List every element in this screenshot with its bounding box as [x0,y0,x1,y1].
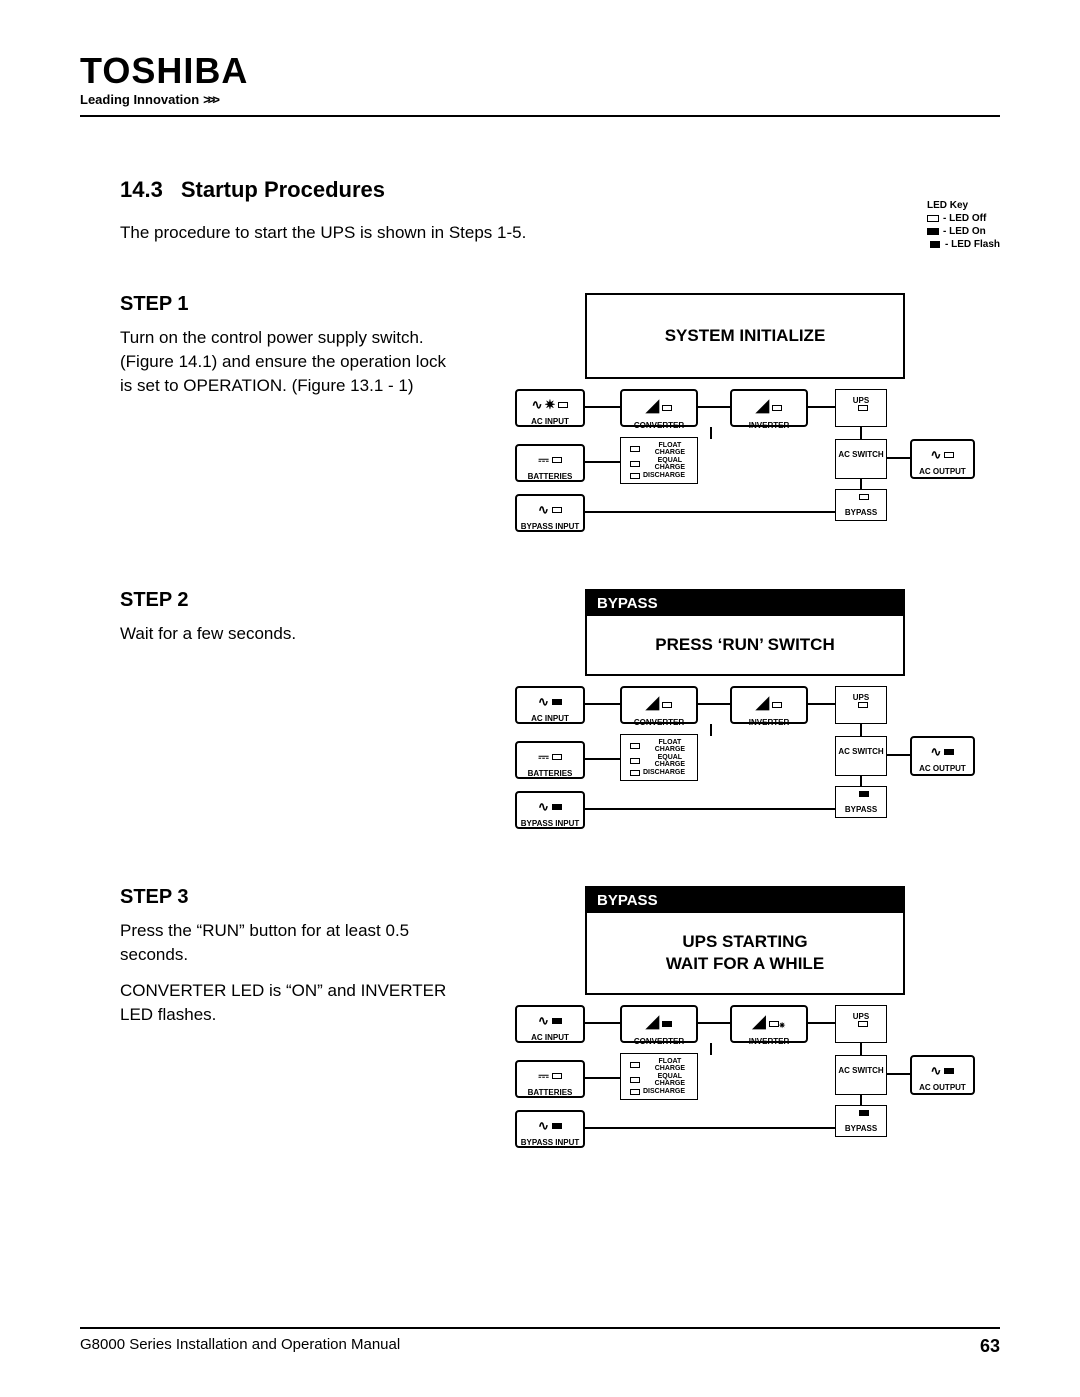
section-heading: 14.3Startup Procedures [120,177,1000,203]
ups-diagram: ∿ AC INPUT ◢ CONVERTER ◢✷ INVERTER UPS ⎓… [515,1005,975,1165]
step-1-heading: STEP 1 [120,293,460,316]
charge-block: FLOAT CHARGE EQUAL CHARGE DISCHARGE [620,1053,698,1100]
footer-manual: G8000 Series Installation and Operation … [80,1336,400,1357]
inverter-block: ◢ INVERTER [730,389,808,427]
inverter-block: ◢✷ INVERTER [730,1005,808,1043]
led-key-legend: LED Key - LED Off - LED On - LED Flash [927,200,1000,250]
ac-input-block: ∿✷ AC INPUT [515,389,585,427]
intro-text: The procedure to start the UPS is shown … [120,223,1000,243]
converter-block: ◢ CONVERTER [620,1005,698,1043]
brand-logo: TOSHIBA [80,50,1000,92]
converter-block: ◢ CONVERTER [620,389,698,427]
display-1: SYSTEM INITIALIZE [585,293,905,379]
footer-rule [80,1327,1000,1329]
ac-switch-block: AC SWITCH [835,1055,887,1095]
ups-block: UPS [835,389,887,427]
step-1-row: STEP 1 Turn on the control power supply … [120,293,1000,549]
step-3-row: STEP 3 Press the “RUN” button for at lea… [120,886,1000,1165]
ups-diagram: ∿ AC INPUT ◢ CONVERTER ◢ INVERTER UPS ⎓ … [515,686,975,846]
bypass-block: BYPASS [835,786,887,818]
ups-block: UPS [835,1005,887,1043]
ac-output-block: ∿ AC OUTPUT [910,439,975,479]
step-3-heading: STEP 3 [120,886,460,909]
step-3-body: Press the “RUN” button for at least 0.5 … [120,919,460,967]
ups-block: UPS [835,686,887,724]
bypass-input-block: ∿ BYPASS INPUT [515,1110,585,1148]
ac-input-block: ∿ AC INPUT [515,1005,585,1043]
bypass-input-block: ∿ BYPASS INPUT [515,791,585,829]
led-flash-icon [927,240,941,250]
ups-diagram: ∿✷ AC INPUT ◢ CONVERTER ◢ INVERTER UPS ⎓… [515,389,975,549]
step-2-heading: STEP 2 [120,589,460,612]
charge-block: FLOAT CHARGE EQUAL CHARGE DISCHARGE [620,437,698,484]
ac-input-block: ∿ AC INPUT [515,686,585,724]
bypass-block: BYPASS [835,489,887,521]
batteries-block: ⎓ BATTERIES [515,741,585,779]
ac-switch-block: AC SWITCH [835,736,887,776]
step-1-body: Turn on the control power supply switch.… [120,326,460,397]
charge-block: FLOAT CHARGE EQUAL CHARGE DISCHARGE [620,734,698,781]
header-rule [80,115,1000,117]
page-number: 63 [980,1336,1000,1357]
page-header: TOSHIBA Leading Innovation >>> [80,50,1000,107]
brand-tagline: Leading Innovation >>> [80,92,1000,107]
led-on-icon [927,228,939,235]
batteries-block: ⎓ BATTERIES [515,1060,585,1098]
step-2-row: STEP 2 Wait for a few seconds. BYPASS PR… [120,589,1000,846]
led-off-icon [927,215,939,222]
display-3: BYPASS UPS STARTING WAIT FOR A WHILE [585,886,905,995]
footer: G8000 Series Installation and Operation … [80,1336,1000,1357]
converter-block: ◢ CONVERTER [620,686,698,724]
ac-output-block: ∿ AC OUTPUT [910,1055,975,1095]
bypass-block: BYPASS [835,1105,887,1137]
display-2: BYPASS PRESS ‘RUN’ SWITCH [585,589,905,676]
step-3-body2: CONVERTER LED is “ON” and INVERTER LED f… [120,979,460,1027]
ac-output-block: ∿ AC OUTPUT [910,736,975,776]
ac-switch-block: AC SWITCH [835,439,887,479]
step-2-body: Wait for a few seconds. [120,622,460,646]
batteries-block: ⎓ BATTERIES [515,444,585,482]
bypass-input-block: ∿ BYPASS INPUT [515,494,585,532]
inverter-block: ◢ INVERTER [730,686,808,724]
